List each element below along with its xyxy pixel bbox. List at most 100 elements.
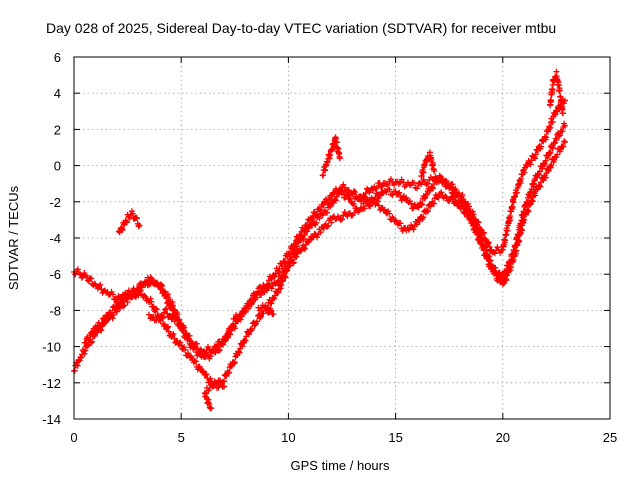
- data-point-cluster: [163, 305, 177, 323]
- data-point-cluster: [92, 315, 109, 331]
- data-point-cluster: [242, 293, 259, 315]
- data-point-cluster: [532, 160, 548, 183]
- data-point-cluster: [510, 208, 527, 254]
- data-point-cluster: [403, 218, 419, 234]
- x-tick-label: 25: [603, 430, 617, 445]
- data-point: [431, 168, 438, 175]
- series-short-segment-B: [146, 305, 178, 325]
- data-point-cluster: [381, 206, 398, 225]
- y-tick-label: -12: [42, 376, 61, 391]
- y-tick-label: 4: [54, 86, 61, 101]
- data-point-cluster: [103, 302, 119, 319]
- chart-title: Day 028 of 2025, Sidereal Day-to-day VTE…: [46, 20, 556, 36]
- data-point-cluster: [418, 160, 429, 180]
- data-point-cluster: [154, 306, 169, 324]
- series-short-segment-D: [255, 302, 277, 318]
- tick-label-layer: 0 5 10 15 20 25 -14 -12 -10 -8 -6 -4 -2 0 2 4 6: [42, 50, 617, 445]
- data-point-cluster: [231, 305, 248, 322]
- series-middle-track: [81, 120, 568, 362]
- data-point-cluster: [210, 339, 226, 356]
- series-spike-12h: [319, 134, 343, 179]
- series-peak-22.4h: [547, 68, 566, 117]
- data-point-cluster: [549, 104, 561, 125]
- data-point-cluster: [499, 196, 517, 253]
- series-spike-16.5h: [418, 149, 438, 180]
- data-point-cluster: [306, 213, 323, 229]
- data-point-cluster: [381, 186, 398, 199]
- data-point-cluster: [392, 176, 408, 190]
- data-layer: [71, 68, 568, 412]
- y-tick-label: -10: [42, 340, 61, 355]
- data-point-cluster: [414, 191, 430, 211]
- series-upper-track: [71, 96, 568, 356]
- data-point-cluster: [547, 77, 556, 109]
- data-point-cluster: [296, 238, 312, 255]
- x-tick-label: 10: [281, 430, 295, 445]
- data-point-cluster: [328, 186, 345, 208]
- data-point-cluster: [231, 337, 248, 366]
- data-point-cluster: [199, 368, 216, 388]
- data-point-cluster: [521, 152, 538, 176]
- data-point-cluster: [360, 185, 376, 200]
- data-point-cluster: [77, 343, 90, 361]
- x-tick-label: 15: [388, 430, 402, 445]
- y-tick-label: 0: [54, 159, 61, 174]
- data-point-cluster: [285, 238, 302, 266]
- data-point: [270, 311, 277, 318]
- data-point-cluster: [178, 325, 195, 351]
- y-tick-label: 6: [54, 50, 61, 65]
- data-point-cluster: [349, 204, 366, 219]
- x-tick-label: 20: [496, 430, 510, 445]
- data-point-cluster: [478, 235, 495, 273]
- data-point-cluster: [467, 212, 484, 241]
- y-tick-label: -4: [49, 231, 61, 246]
- data-point-cluster: [392, 188, 409, 204]
- data-point-cluster: [92, 281, 108, 296]
- data-point-cluster: [553, 120, 568, 143]
- data-point-cluster: [435, 172, 451, 190]
- x-axis-label: GPS time / hours: [291, 458, 390, 473]
- data-point-cluster: [133, 214, 142, 230]
- data-point-cluster: [414, 176, 430, 192]
- data-point-cluster: [167, 330, 184, 348]
- data-point-cluster: [424, 176, 441, 195]
- data-point: [208, 405, 215, 412]
- y-tick-label: 2: [54, 122, 61, 137]
- data-point-cluster: [77, 270, 89, 281]
- data-point-cluster: [124, 211, 134, 221]
- data-point-cluster: [83, 274, 98, 289]
- data-point-cluster: [274, 261, 291, 286]
- data-point-cluster: [426, 149, 437, 173]
- x-tick-label: 0: [70, 430, 77, 445]
- data-point-cluster: [414, 207, 430, 228]
- data-point-cluster: [156, 281, 173, 310]
- data-point-cluster: [510, 166, 527, 206]
- data-point: [336, 155, 343, 162]
- data-point-cluster: [317, 192, 334, 213]
- data-point-cluster: [120, 217, 130, 228]
- data-point-cluster: [206, 400, 214, 412]
- data-point-cluster: [553, 138, 568, 161]
- data-point-cluster: [332, 134, 343, 160]
- data-point-cluster: [556, 85, 566, 117]
- data-point-cluster: [317, 215, 334, 236]
- data-point-cluster: [188, 355, 205, 374]
- data-point: [171, 318, 178, 325]
- series-short-segment-A: [116, 208, 143, 236]
- grid-layer: [74, 57, 610, 419]
- data-point: [559, 110, 566, 117]
- data-point-cluster: [116, 224, 126, 236]
- y-axis-label: SDTVAR / TECUs: [6, 185, 21, 290]
- data-point-cluster: [146, 274, 162, 290]
- data-point: [221, 383, 228, 390]
- data-point: [136, 222, 143, 229]
- y-tick-label: -8: [49, 303, 61, 318]
- x-tick-label: 5: [178, 430, 185, 445]
- data-point-cluster: [499, 251, 516, 280]
- data-point-cluster: [203, 382, 218, 394]
- data-point-cluster: [253, 285, 269, 301]
- y-tick-label: -2: [49, 195, 61, 210]
- data-point-cluster: [319, 161, 330, 179]
- plot-frame: [73, 56, 611, 420]
